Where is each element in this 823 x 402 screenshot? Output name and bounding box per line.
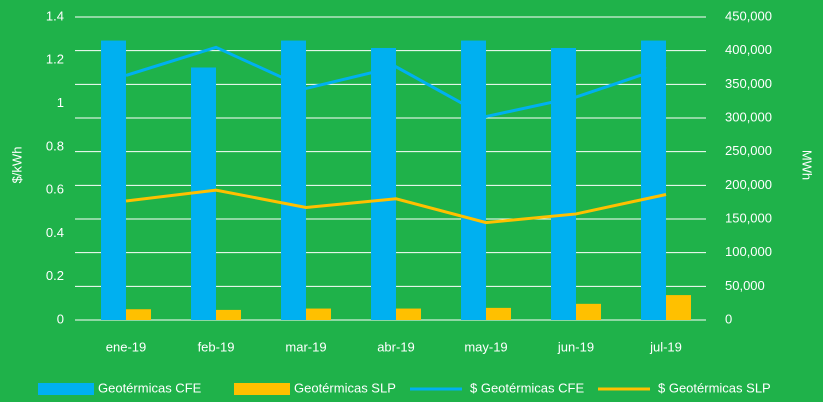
x-tick-label: feb-19 (198, 339, 235, 354)
bar (551, 47, 576, 321)
y2-tick-label: 350,000 (725, 76, 772, 91)
legend-swatch (234, 383, 290, 395)
line (125, 188, 667, 225)
legend-swatch (38, 383, 94, 395)
bar (461, 40, 486, 321)
y2-tick-label: 250,000 (725, 143, 772, 158)
line (125, 45, 667, 119)
y2-tick-label: 0 (725, 311, 732, 326)
bar (576, 303, 601, 320)
x-tick-label: jul-19 (649, 339, 682, 354)
legend-label: Geotérmicas SLP (294, 380, 396, 395)
y-tick-label: 1.4 (46, 8, 64, 23)
y2-tick-label: 450,000 (725, 8, 772, 23)
bar (641, 40, 666, 321)
bar (371, 47, 396, 321)
x-tick-label: ene-19 (106, 339, 146, 354)
bar (306, 308, 331, 320)
y2-axis-title: MWh (800, 150, 815, 180)
bar (486, 307, 511, 320)
bar (126, 309, 151, 320)
y-tick-label: 1 (57, 95, 64, 110)
y2-tick-label: 200,000 (725, 177, 772, 192)
y-tick-label: 0.4 (46, 225, 64, 240)
bar (216, 309, 241, 320)
y-axis-title: $/kWh (9, 147, 24, 184)
bar (666, 295, 691, 320)
x-tick-label: abr-19 (377, 339, 415, 354)
bar (396, 308, 421, 320)
y-tick-label: 1.2 (46, 52, 64, 67)
bar (101, 40, 126, 321)
y-tick-label: 0.6 (46, 182, 64, 197)
y-tick-label: 0.8 (46, 138, 64, 153)
legend-label: $ Geotérmicas SLP (658, 380, 771, 395)
y2-tick-label: 50,000 (725, 278, 765, 293)
y-tick-label: 0 (57, 311, 64, 326)
y2-tick-label: 150,000 (725, 210, 772, 225)
legend-label: $ Geotérmicas CFE (470, 380, 584, 395)
y2-tick-label: 400,000 (725, 42, 772, 57)
x-tick-label: jun-19 (557, 339, 594, 354)
y2-tick-label: 100,000 (725, 244, 772, 259)
x-tick-label: may-19 (464, 339, 507, 354)
legend-label: Geotérmicas CFE (98, 380, 202, 395)
y2-tick-label: 300,000 (725, 109, 772, 124)
y-tick-label: 0.2 (46, 268, 64, 283)
x-tick-label: mar-19 (285, 339, 326, 354)
